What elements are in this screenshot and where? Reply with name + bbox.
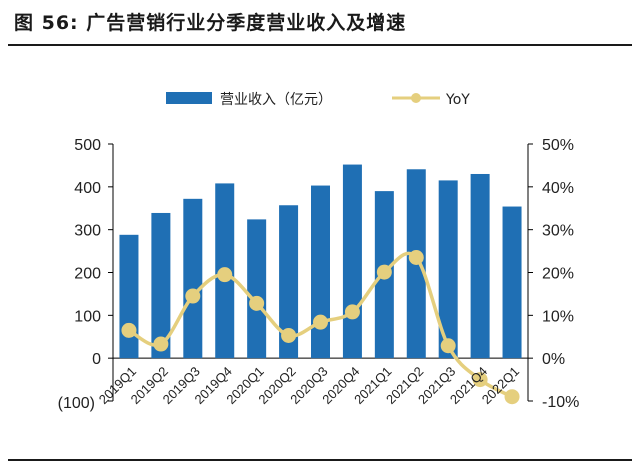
bar-series xyxy=(119,164,522,359)
yoy-point-2020Q2 xyxy=(281,327,297,343)
bar-2019Q1 xyxy=(119,234,139,359)
yoy-point-2020Q3 xyxy=(313,314,328,330)
yoy-point-2021Q4 xyxy=(472,372,488,388)
yoy-point-2019Q2 xyxy=(153,336,169,352)
bar-2020Q1 xyxy=(247,219,267,359)
yoy-point-2022Q1 xyxy=(504,389,520,405)
legend-swatch-marker xyxy=(411,93,421,103)
right-tick-label: 20% xyxy=(542,266,574,283)
bar-2019Q3 xyxy=(183,198,203,359)
line-series xyxy=(121,250,520,405)
left-tick-label: 100 xyxy=(74,308,101,325)
left-tick-label: 400 xyxy=(74,180,101,197)
right-tick-label: 10% xyxy=(542,308,574,325)
bar-2020Q3 xyxy=(311,185,330,359)
bar-2020Q4 xyxy=(342,164,362,359)
title-rule xyxy=(8,44,632,46)
bar-2021Q4 xyxy=(470,173,490,359)
yoy-point-2020Q1 xyxy=(249,295,265,311)
figure-title: 图 56: 广告营销行业分季度营业收入及增速 xyxy=(14,12,407,34)
bar-2020Q2 xyxy=(279,205,299,359)
yoy-point-2019Q3 xyxy=(185,288,201,304)
right-tick-label: 40% xyxy=(542,180,574,197)
bar-2019Q2 xyxy=(151,212,171,359)
yoy-point-2019Q1 xyxy=(121,322,137,338)
right-tick-label: 0% xyxy=(542,351,565,368)
yoy-point-2020Q4 xyxy=(344,304,360,320)
left-tick-label: 300 xyxy=(74,223,101,240)
legend-label-line: YoY xyxy=(445,92,470,108)
legend-swatch-bar xyxy=(166,92,212,104)
legend: 营业收入（亿元） YoY xyxy=(166,92,470,108)
bar-2022Q1 xyxy=(502,206,522,359)
yoy-point-2021Q2 xyxy=(408,250,424,266)
right-tick-label: -10% xyxy=(542,394,579,411)
bar-2021Q3 xyxy=(438,180,458,359)
left-tick-label: 500 xyxy=(74,137,101,154)
yoy-point-2019Q4 xyxy=(217,267,233,283)
bottom-rule xyxy=(8,459,632,461)
left-tick-label: 200 xyxy=(74,266,101,283)
yoy-point-2021Q1 xyxy=(376,264,392,280)
right-tick-label: 50% xyxy=(542,137,574,154)
left-tick-label: 0 xyxy=(92,351,101,368)
legend-label-bar: 营业收入（亿元） xyxy=(220,92,332,108)
left-tick-label: (100) xyxy=(58,395,95,412)
yoy-point-2021Q3 xyxy=(440,338,456,354)
right-tick-label: 30% xyxy=(542,223,574,240)
